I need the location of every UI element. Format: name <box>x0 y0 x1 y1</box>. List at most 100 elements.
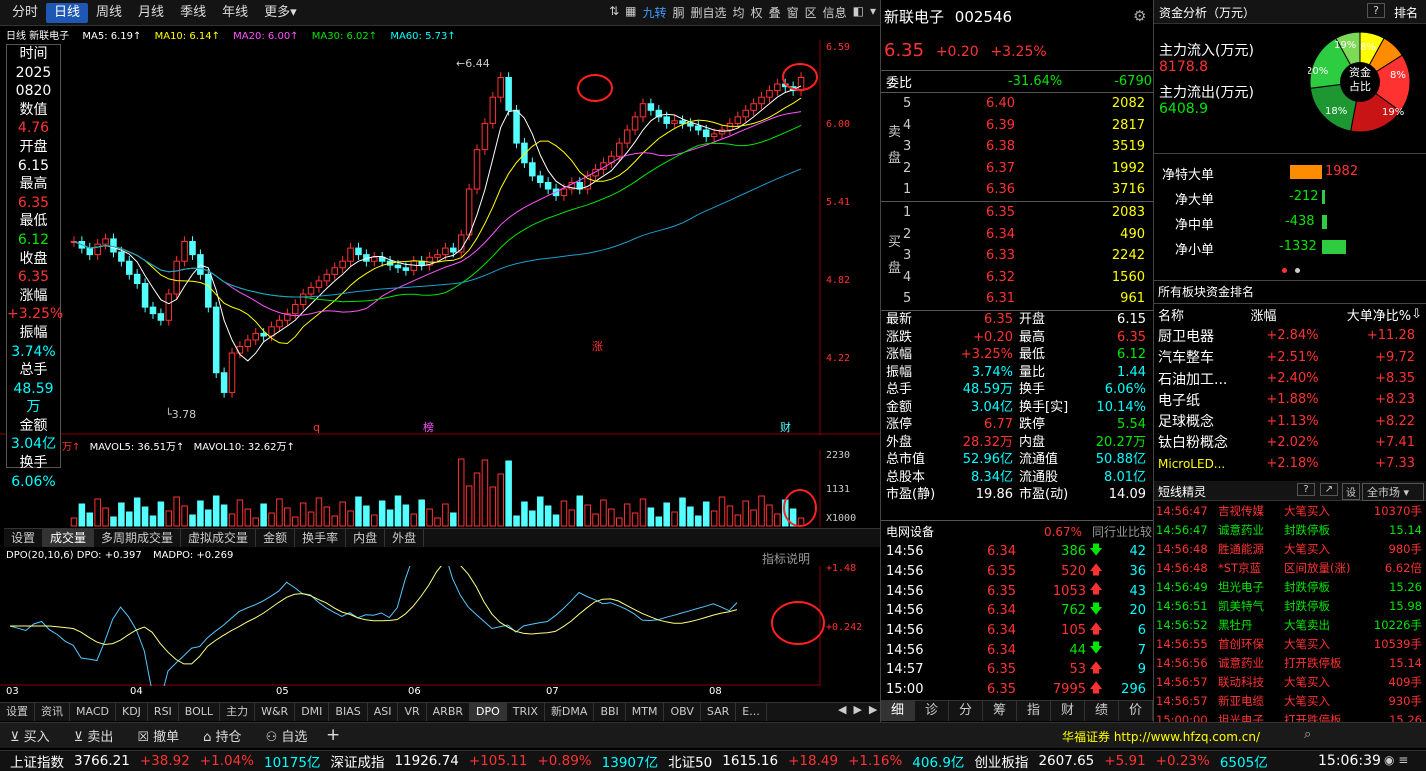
chart-tool-button[interactable]: 均 <box>732 6 745 20</box>
toolbar-button[interactable]: ☒ 撤单 <box>137 726 179 745</box>
chart-tool-button[interactable]: 九转 <box>642 6 667 20</box>
indicator-tab[interactable]: KDJ <box>116 703 148 721</box>
index-name[interactable]: 深证成指 <box>330 755 385 771</box>
industry-compare-button[interactable]: 同行业比较 <box>1091 525 1152 539</box>
indicator-tab[interactable]: ASI <box>368 703 399 721</box>
indicator-tab[interactable]: BBI <box>594 703 626 721</box>
help-icon[interactable]: ? <box>1297 483 1315 496</box>
toolbar-button[interactable]: ⊻ 买入 <box>10 726 50 745</box>
rank-row[interactable]: 钛白粉概念 +2.02% +7.41 <box>1158 432 1422 453</box>
chart-tool-button[interactable]: 信息 <box>822 6 847 20</box>
flow-row[interactable]: 14:56:48 *ST京蓝 区间放量(涨) 6.62倍 <box>1156 558 1424 577</box>
search-icon[interactable]: ⌕ <box>1304 727 1312 742</box>
indicator-tab[interactable]: OBV <box>664 703 701 721</box>
period-tab[interactable]: 更多▾ <box>264 4 297 20</box>
flow-row[interactable]: 14:56:51 凯美特气 封跌停板 15.98 <box>1156 596 1424 615</box>
index-name[interactable]: 创业板指 <box>974 755 1029 771</box>
sector-name[interactable]: 厨卫电器 <box>1158 328 1214 345</box>
volume-tab[interactable]: 换手率 <box>295 529 347 547</box>
indicator-tab[interactable]: 主力 <box>220 703 256 721</box>
settings-button[interactable]: 设 <box>1342 483 1360 500</box>
layout-icon[interactable]: ◧ <box>852 4 864 18</box>
flow-row[interactable]: 14:56:48 胜通能源 大笔买入 980手 <box>1156 539 1424 558</box>
flow-stock[interactable]: 诚意药业 <box>1218 655 1264 670</box>
period-tab[interactable]: 年线 <box>222 4 249 20</box>
rank-row[interactable]: MicroLED... +2.18% +7.33 <box>1158 453 1422 474</box>
gear-icon[interactable]: ⚙ <box>1133 7 1147 25</box>
flow-row[interactable]: 14:56:49 坦光电子 封跌停板 15.26 <box>1156 577 1424 596</box>
detail-tab[interactable]: 筹 <box>983 701 1017 721</box>
sector-name[interactable]: 汽车整车 <box>1158 350 1214 367</box>
dpo-chart[interactable] <box>0 566 880 686</box>
sector-name[interactable]: 石油加工... <box>1158 371 1228 388</box>
page-dot-active[interactable] <box>1282 268 1287 273</box>
flow-row[interactable]: 14:56:55 首创环保 大笔买入 10539手 <box>1156 634 1424 653</box>
tab-scroll-arrows[interactable]: ◀ ▶ ▶ <box>838 703 878 716</box>
add-icon[interactable]: + <box>326 725 341 745</box>
indicator-tab[interactable]: TRIX <box>507 703 545 721</box>
indicator-tab[interactable]: DPO <box>470 703 507 721</box>
rank-row[interactable]: 汽车整车 +2.51% +9.72 <box>1158 347 1422 368</box>
flow-stock[interactable]: 新亚电缆 <box>1218 693 1264 708</box>
detail-tab[interactable]: 价 <box>1119 701 1153 721</box>
volume-tab[interactable]: 多周期成交量 <box>94 529 182 547</box>
indicator-tab[interactable]: 新DMA <box>545 703 595 721</box>
flow-stock[interactable]: 吉视传媒 <box>1218 503 1264 518</box>
chart-tool-button[interactable]: 叠 <box>768 6 781 20</box>
flow-row[interactable]: 14:56:52 黑牡丹 大笔卖出 10226手 <box>1156 615 1424 634</box>
indicator-tab[interactable]: W&R <box>255 703 296 721</box>
chart-tool-button[interactable]: 权 <box>750 6 763 20</box>
more-icon[interactable]: ▾ <box>869 4 876 18</box>
volume-tab[interactable]: 虚拟成交量 <box>181 529 257 547</box>
volume-tab[interactable]: 成交量 <box>43 529 95 547</box>
flow-row[interactable]: 14:56:57 新亚电缆 大笔买入 930手 <box>1156 691 1424 710</box>
indicator-tab[interactable]: MTM <box>626 703 665 721</box>
rank-button[interactable]: 排名 <box>1394 6 1419 20</box>
indicator-tab[interactable]: SAR <box>701 703 737 721</box>
indicator-help-link[interactable]: 指标说明 <box>762 552 811 566</box>
indicator-tab[interactable]: RSI <box>148 703 179 721</box>
sort-down-icon[interactable]: ⇩ <box>1411 307 1422 323</box>
toolbar-button[interactable]: ⌂ 持仓 <box>203 726 241 745</box>
indicator-tab[interactable]: E... <box>736 703 767 721</box>
volume-chart[interactable] <box>0 450 880 527</box>
help-button[interactable]: ? <box>1367 3 1385 18</box>
kline-chart[interactable]: 6.59 6.00 5.41 4.82 4.22 ←6.44 └3.78 涨榜 财 q <box>0 40 880 435</box>
rank-row[interactable]: 厨卫电器 +2.84% +11.28 <box>1158 325 1422 346</box>
period-tab[interactable]: 周线 <box>96 4 123 20</box>
flow-stock[interactable]: 首创环保 <box>1218 636 1264 651</box>
sector-name[interactable]: MicroLED... <box>1158 456 1226 471</box>
page-dot[interactable] <box>1295 268 1300 273</box>
indicator-tab[interactable]: ARBR <box>427 703 471 721</box>
detail-tab[interactable]: 绩 <box>1085 701 1119 721</box>
chart-tool-button[interactable]: 删自选 <box>690 6 727 20</box>
detail-tab[interactable]: 细 <box>881 701 915 721</box>
flow-stock[interactable]: *ST京蓝 <box>1218 560 1262 575</box>
volume-tab[interactable]: 设置 <box>4 529 44 547</box>
flow-row[interactable]: 14:56:57 联动科技 大笔买入 409手 <box>1156 672 1424 691</box>
volume-tab[interactable]: 金额 <box>256 529 296 547</box>
rank-row[interactable]: 电子纸 +1.88% +8.23 <box>1158 389 1422 410</box>
index-name[interactable]: 北证50 <box>668 755 713 771</box>
rank-row[interactable]: 石油加工... +2.40% +8.35 <box>1158 368 1422 389</box>
indicator-tab[interactable]: 资讯 <box>35 703 70 721</box>
flow-stock[interactable]: 坦光电子 <box>1218 579 1264 594</box>
flow-stock[interactable]: 联动科技 <box>1218 674 1264 689</box>
period-tab[interactable]: 月线 <box>138 4 165 20</box>
chart-tool-button[interactable]: 区 <box>804 6 817 20</box>
grid-icon[interactable]: ▦ <box>625 4 637 18</box>
chart-tool-button[interactable]: 胴 <box>672 6 685 20</box>
period-tab[interactable]: 日线 <box>46 2 89 23</box>
sector-name[interactable]: 足球概念 <box>1158 414 1214 431</box>
detail-tab[interactable]: 分 <box>949 701 983 721</box>
flow-row[interactable]: 14:56:47 吉视传媒 大笔买入 10370手 <box>1156 501 1424 520</box>
sector-name[interactable]: 电子纸 <box>1158 392 1200 409</box>
volume-tab[interactable]: 内盘 <box>346 529 386 547</box>
flow-row[interactable]: 14:56:47 诚意药业 封跌停板 15.14 <box>1156 520 1424 539</box>
sort-icon[interactable]: ⇅ <box>609 4 620 18</box>
index-name[interactable]: 上证指数 <box>10 755 64 771</box>
flow-row[interactable]: 14:56:56 诚意药业 打开跌停板 15.14 <box>1156 653 1424 672</box>
chart-tool-button[interactable]: 窗 <box>786 6 799 20</box>
volume-tab[interactable]: 外盘 <box>385 529 425 547</box>
popout-icon[interactable]: ↗ <box>1320 483 1338 496</box>
